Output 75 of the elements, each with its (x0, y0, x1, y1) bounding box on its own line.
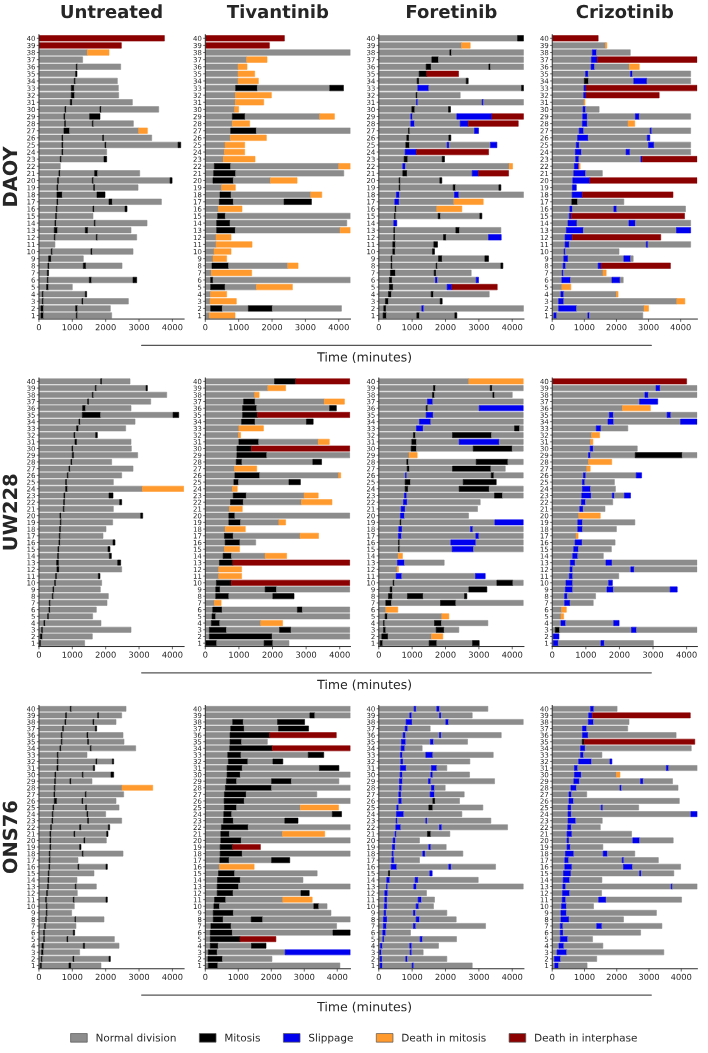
x-tick-label: 1000 (62, 324, 83, 331)
x-tick-label: 2000 (261, 973, 282, 981)
x-tick-label: 4000 (671, 973, 692, 981)
x-axis-title: Time (minutes) (317, 679, 411, 691)
x-tick-label: 0 (203, 973, 208, 981)
x-tick-label: 3000 (129, 651, 150, 658)
x-tick-label: 1000 (402, 651, 423, 658)
x-tick-label: 4000 (502, 324, 523, 331)
x-tick-label: 2000 (606, 973, 627, 981)
x-tick-label: 1000 (574, 973, 595, 981)
x-tick-label: 0 (550, 651, 555, 658)
x-tick-label: 0 (376, 651, 381, 658)
x-tick-label: 2000 (609, 651, 630, 658)
x-axis-title: Time (minutes) (317, 1001, 411, 1013)
chart-title: Crizotinib (576, 4, 674, 19)
x-tick-label: 0 (36, 651, 42, 658)
x-tick-label: 2000 (435, 973, 456, 981)
x-tick-label: 4000 (329, 651, 350, 658)
y-axis-title: ONS76 (2, 801, 18, 874)
x-tick-label: 2000 (262, 324, 283, 331)
x-tick-label: 1000 (62, 651, 83, 658)
x-tick-label: 0 (376, 324, 381, 331)
legend-label: Death in interphase (535, 1033, 637, 1044)
x-tick-label: 0 (550, 973, 555, 981)
x-tick-label: 2000 (435, 324, 456, 331)
x-tick-label: 4000 (676, 651, 697, 658)
x-tick-label: 1000 (402, 973, 423, 981)
chart-title: Foretinib (407, 4, 497, 19)
x-tick-label: 2000 (95, 973, 116, 981)
x-tick-label: 1000 (62, 973, 83, 981)
x-tick-label: 4000 (502, 651, 523, 658)
x-tick-label: 0 (376, 973, 381, 981)
legend-label: Normal division (96, 1033, 176, 1042)
x-tick-label: 4000 (328, 324, 349, 331)
chart-title: Tivantinib (226, 4, 329, 19)
x-tick-label: 1000 (402, 324, 423, 331)
x-tick-label: 0 (36, 324, 42, 331)
x-tick-label: 3000 (294, 973, 315, 981)
x-tick-label: 4000 (670, 324, 691, 331)
x-tick-label: 1000 (228, 973, 249, 981)
x-tick-label: 1000 (574, 324, 595, 331)
legend-label: Mitosis (225, 1033, 260, 1042)
x-tick-label: 4000 (162, 973, 183, 981)
legend-label: Death in mitosis (402, 1033, 486, 1042)
x-tick-label: 3000 (639, 973, 660, 981)
x-tick-label: 4000 (327, 973, 348, 981)
x-tick-label: 0 (203, 651, 208, 658)
chart-title: Untreated (61, 4, 162, 19)
y-axis-title: UW228 (2, 474, 18, 550)
x-tick-label: 1000 (229, 324, 249, 331)
x-tick-label: 0 (203, 324, 208, 331)
x-tick-label: 4000 (502, 973, 523, 981)
x-axis-title: Time (minutes) (317, 351, 411, 364)
x-tick-label: 4000 (162, 324, 183, 331)
x-tick-label: 3000 (468, 651, 489, 658)
x-tick-label: 0 (550, 324, 555, 331)
x-tick-label: 2000 (262, 651, 283, 658)
x-tick-label: 4000 (162, 651, 183, 658)
x-tick-label: 2000 (606, 324, 627, 331)
x-tick-label: 3000 (468, 973, 489, 981)
x-tick-label: 3000 (129, 973, 150, 981)
x-tick-label: 2000 (95, 324, 116, 331)
x-tick-label: 3000 (296, 651, 317, 658)
x-tick-label: 2000 (95, 651, 116, 658)
x-tick-label: 3000 (129, 324, 150, 331)
x-tick-label: 1000 (229, 651, 249, 658)
x-tick-label: 1000 (576, 651, 596, 658)
x-tick-label: 3000 (295, 324, 316, 331)
x-tick-label: 3000 (638, 324, 659, 331)
x-tick-label: 3000 (468, 324, 489, 331)
x-tick-label: 0 (36, 973, 42, 981)
x-tick-label: 2000 (435, 651, 456, 658)
legend-label: Slippage (309, 1033, 353, 1044)
y-axis-title: DAOY (2, 146, 18, 206)
x-tick-label: 3000 (643, 651, 664, 658)
